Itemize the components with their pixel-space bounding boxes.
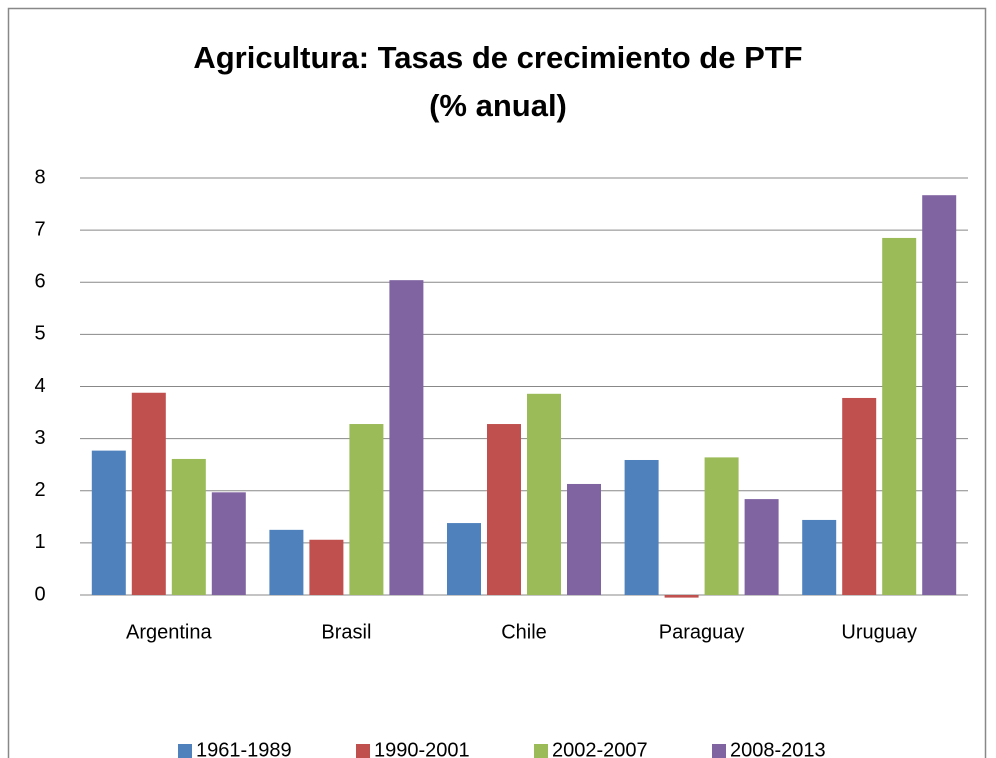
y-tick-label: 0 <box>34 583 45 605</box>
bar <box>171 458 206 595</box>
bar <box>91 450 126 595</box>
y-tick-label: 2 <box>34 479 45 501</box>
y-tick-label: 4 <box>34 375 45 397</box>
legend-swatch <box>712 744 726 758</box>
y-tick-label: 1 <box>34 531 45 553</box>
bar <box>744 499 779 595</box>
bar <box>922 195 957 596</box>
bar <box>842 397 877 595</box>
chart-title: Agricultura: Tasas de crecimiento de PTF <box>193 40 802 75</box>
legend-swatch <box>178 744 192 758</box>
x-tick-label: Argentina <box>126 621 212 643</box>
legend-label: 1961-1989 <box>196 739 292 758</box>
y-tick-label: 6 <box>34 271 45 293</box>
bar <box>664 595 699 598</box>
bar <box>624 459 659 595</box>
bar <box>269 529 304 595</box>
bar <box>349 424 384 595</box>
legend-label: 2008-2013 <box>730 739 826 758</box>
y-tick-label: 7 <box>34 218 45 240</box>
bar <box>211 492 246 595</box>
legend-label: 1990-2001 <box>374 739 470 758</box>
x-tick-label: Paraguay <box>659 621 745 643</box>
bar <box>309 539 344 595</box>
y-tick-label: 5 <box>34 323 45 345</box>
bar <box>527 393 561 595</box>
bar <box>487 424 521 595</box>
bar <box>389 280 424 595</box>
chart-frame <box>7 7 987 758</box>
legend-label: 2002-2007 <box>552 739 648 758</box>
x-tick-label: Uruguay <box>841 621 917 643</box>
legend-swatch <box>534 744 548 758</box>
x-tick-label: Brasil <box>321 621 371 643</box>
x-tick-label: Chile <box>501 621 547 643</box>
bar <box>567 483 601 595</box>
y-tick-label: 3 <box>34 427 45 449</box>
bar <box>802 519 837 595</box>
chart-title: (% anual) <box>429 88 567 123</box>
y-tick-label: 8 <box>34 166 45 188</box>
bar <box>882 237 917 595</box>
legend-swatch <box>356 744 370 758</box>
bar <box>131 392 166 595</box>
bar <box>447 523 481 595</box>
bar <box>704 457 739 595</box>
